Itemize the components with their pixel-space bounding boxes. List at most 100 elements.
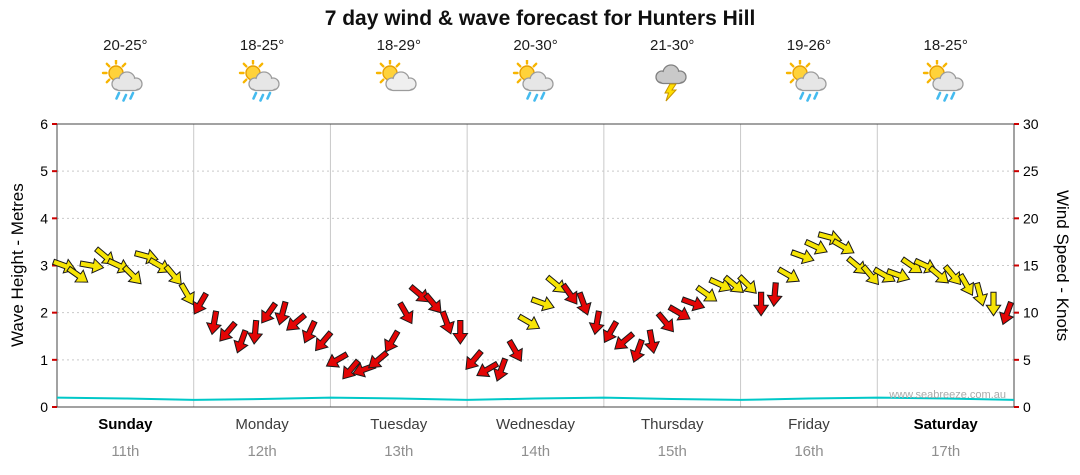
svg-text:6: 6: [40, 116, 48, 132]
temp-range: 19-26°: [786, 37, 832, 54]
wind-arrow: [452, 320, 469, 345]
wind-arrow: [219, 320, 238, 342]
day-name: Monday: [235, 416, 289, 433]
day-name: Tuesday: [370, 416, 428, 433]
wind-arrow: [766, 282, 783, 308]
weather-icon-cell: [194, 60, 331, 116]
temp-range: 18-25°: [239, 37, 285, 54]
wind-arrow: [178, 282, 195, 306]
svg-text:5: 5: [1023, 352, 1031, 368]
wind-arrow: [695, 284, 718, 302]
weather-icon-sun-cloud-rain: [785, 60, 827, 102]
wind-arrow: [576, 291, 592, 316]
wind-arrow: [790, 248, 815, 265]
wind-arrow: [66, 265, 89, 283]
wind-arrow: [476, 360, 500, 378]
wind-arrow: [246, 319, 264, 345]
svg-text:0: 0: [1023, 399, 1031, 415]
wind-arrow: [314, 330, 334, 352]
wind-arrow: [530, 296, 555, 312]
raindrops-icon: [525, 91, 545, 102]
weather-icon-cell: [877, 60, 1014, 116]
weather-icon-sun-cloud-rain: [102, 60, 144, 102]
wind-arrow: [560, 282, 578, 305]
wind-arrow: [261, 301, 279, 324]
wind-arrow: [506, 338, 523, 362]
weather-icon-cell: [604, 60, 741, 116]
svg-text:20: 20: [1023, 210, 1039, 226]
day-name: Thursday: [640, 416, 704, 433]
weather-icon-sun-cloud: [375, 60, 417, 92]
watermark: www.seabreeze.com.au: [888, 389, 1006, 401]
svg-text:4: 4: [40, 210, 48, 226]
cloud-icon: [795, 71, 827, 92]
wind-arrow: [831, 238, 855, 255]
day-name: Friday: [788, 416, 830, 433]
day-name: Sunday: [98, 416, 153, 433]
wind-arrow: [752, 291, 770, 317]
wind-arrow: [776, 266, 800, 283]
wind-arrow: [274, 300, 291, 326]
svg-text:0: 0: [40, 399, 48, 415]
wind-arrow: [192, 291, 209, 315]
wind-arrow: [927, 265, 950, 284]
cloud-icon: [111, 71, 144, 92]
wind-arrow: [325, 351, 349, 368]
wind-arrow: [408, 284, 430, 303]
day-date: 15th: [657, 443, 687, 460]
weather-icon-sun-cloud-rain: [238, 60, 280, 102]
weather-icon-cell: [330, 60, 467, 116]
svg-text:5: 5: [40, 163, 48, 179]
wind-arrow: [737, 274, 757, 294]
wind-arrow: [845, 255, 868, 275]
raindrops-icon: [935, 91, 955, 102]
svg-text:1: 1: [40, 352, 48, 368]
wind-arrow: [602, 319, 620, 344]
wind-arrow: [493, 357, 509, 382]
day-date: 17th: [931, 443, 961, 460]
wind-arrow: [643, 329, 660, 355]
wind-arrow: [860, 264, 880, 286]
raindrops-icon: [799, 91, 819, 102]
wind-arrow: [423, 292, 442, 314]
wind-arrow: [680, 296, 706, 312]
wind-arrow: [722, 274, 744, 294]
temp-range: 18-29°: [376, 37, 421, 54]
svg-text:25: 25: [1023, 163, 1039, 179]
weather-icon-sun-cloud-rain: [512, 60, 554, 102]
svg-text:3: 3: [40, 258, 48, 274]
day-name-row: Sunday Monday Tuesday Wednesday Thursday…: [57, 416, 1014, 433]
wind-arrow: [121, 264, 142, 285]
svg-text:10: 10: [1023, 305, 1039, 321]
weather-icon-thunderstorm: [655, 64, 687, 102]
day-date: 13th: [384, 443, 414, 460]
svg-text:30: 30: [1023, 116, 1039, 132]
wind-arrow: [655, 311, 675, 333]
wind-arrow: [286, 312, 308, 331]
weather-icon-cell: [467, 60, 604, 116]
page-title: 7 day wind & wave forecast for Hunters H…: [324, 7, 756, 30]
wave-height-line: [56, 396, 1015, 401]
temp-range: 18-25°: [923, 37, 968, 54]
svg-text:15: 15: [1023, 258, 1039, 274]
wind-arrow: [79, 257, 105, 274]
weather-icon-cell: [57, 60, 194, 116]
day-name: Saturday: [913, 416, 978, 433]
day-name: Wednesday: [496, 416, 575, 433]
raindrops-icon: [252, 91, 272, 102]
day-date: 11th: [111, 443, 140, 460]
temperature-row: 20-25° 18-25° 18-29° 20-30° 21-30° 19-26…: [57, 37, 1014, 54]
wind-arrow: [629, 338, 646, 363]
lightning-icon: [664, 83, 678, 102]
day-date: 12th: [247, 443, 277, 460]
day-date: 16th: [794, 443, 824, 460]
wind-arrow: [301, 319, 318, 344]
temp-range: 20-30°: [513, 37, 558, 54]
cloud-icon: [521, 71, 554, 92]
wind-arrow: [985, 291, 1002, 317]
weather-icon-row: [57, 60, 1014, 116]
wind-arrow: [517, 313, 541, 330]
wind-arrow: [999, 300, 1015, 326]
day-date: 14th: [520, 443, 551, 460]
